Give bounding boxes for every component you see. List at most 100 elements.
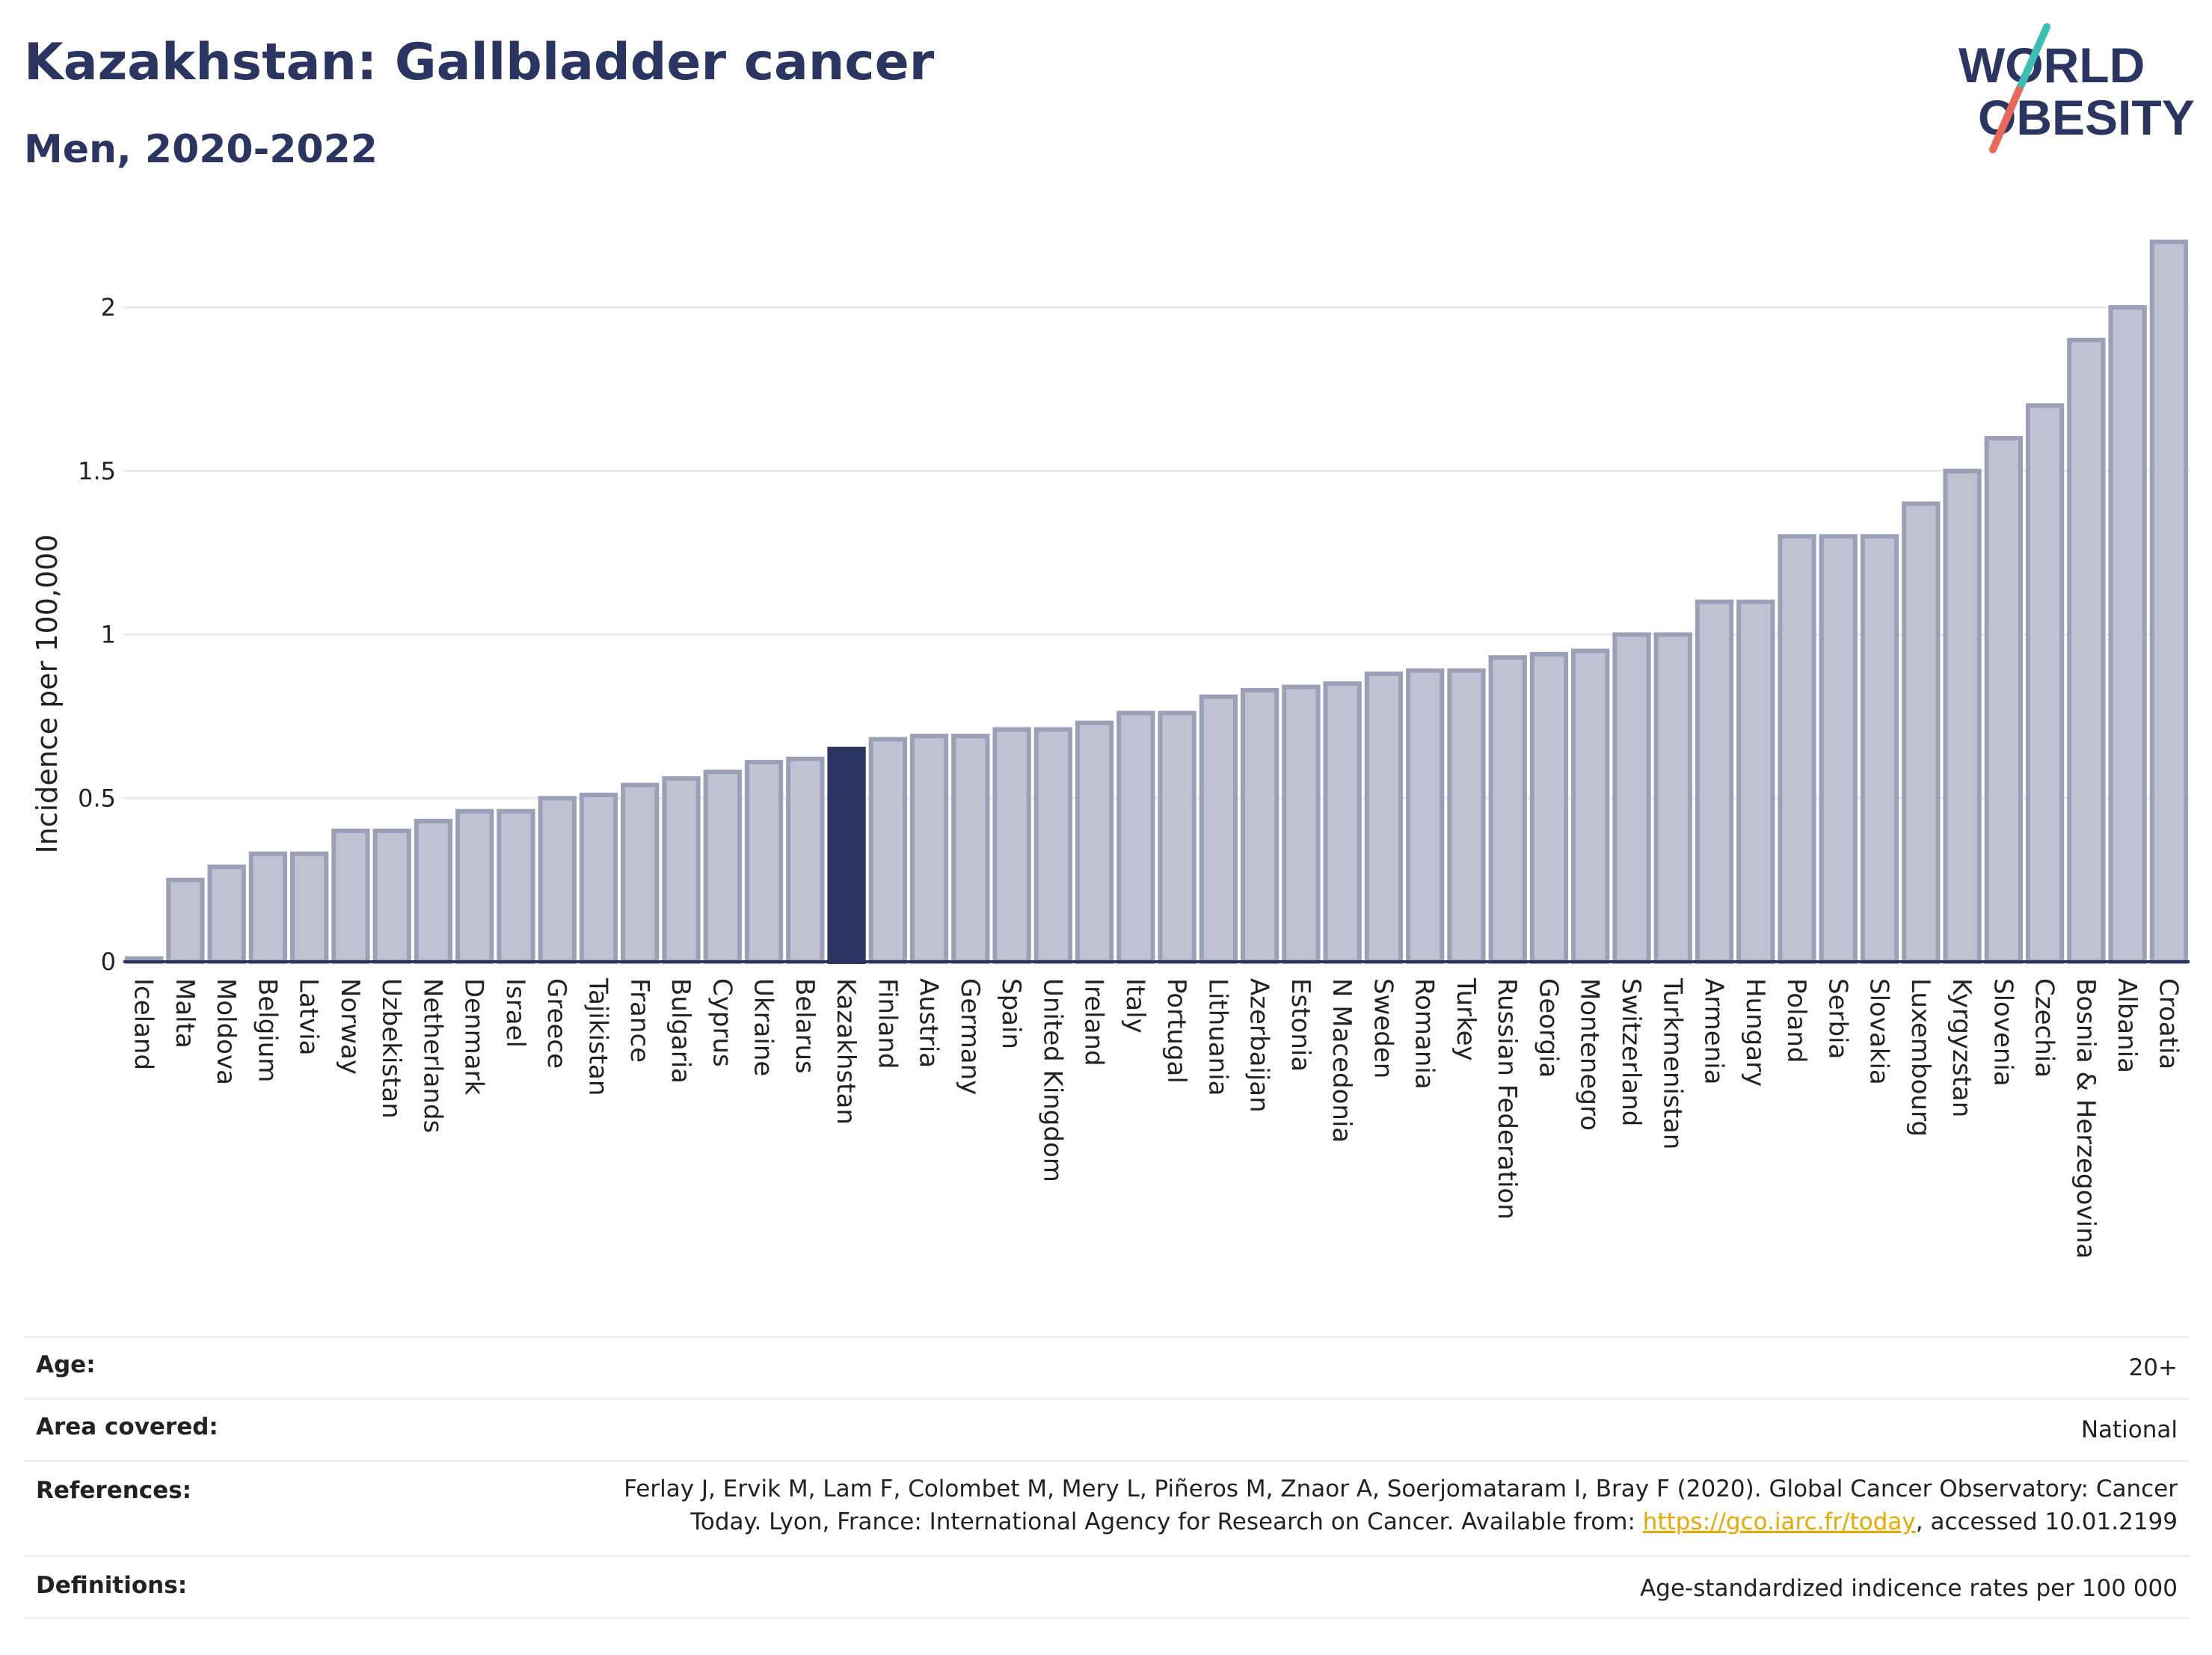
bar-malta (166, 877, 205, 964)
bar-georgia (1529, 651, 1569, 964)
bar-romania (1406, 668, 1445, 964)
x-tick-label: Portugal (1161, 978, 1191, 1084)
references-label: References: (36, 1477, 192, 1504)
x-tick-label: Serbia (1822, 978, 1852, 1059)
bar-serbia (1819, 534, 1858, 964)
bar-ukraine (744, 760, 784, 964)
x-tick-label: Uzbekistan (376, 978, 406, 1119)
bar-moldova (207, 865, 246, 964)
x-tick-label: Belarus (790, 978, 820, 1074)
bar-luxembourg (1902, 501, 1941, 964)
bar-germany (951, 734, 990, 964)
y-tick-label: 1 (101, 621, 116, 649)
x-tick-label: Lithuania (1202, 978, 1232, 1096)
definitions-label: Definitions: (36, 1572, 188, 1599)
bar-cyprus (703, 770, 742, 964)
bar-united-kingdom (1033, 727, 1073, 964)
y-tick-label: 1.5 (78, 457, 116, 485)
x-tick-label: Finland (872, 978, 902, 1069)
bar-uzbekistan (372, 829, 411, 964)
x-tick-label: Kyrgyzstan (1947, 978, 1976, 1117)
x-tick-label: Hungary (1740, 978, 1770, 1087)
bar-israel (497, 808, 535, 964)
info-row-references: References: Ferlay J, Ervik M, Lam F, Co… (24, 1460, 2190, 1555)
area-value: National (2080, 1416, 2178, 1443)
references-line1: Ferlay J, Ervik M, Lam F, Colombet M, Me… (624, 1476, 2178, 1502)
chart-subtitle: Men, 2020-2022 (24, 127, 378, 172)
x-tick-label: Albania (2112, 978, 2142, 1073)
info-row-area: Area covered: National (24, 1398, 2190, 1460)
logo-slash-red-icon (1989, 86, 2023, 153)
x-tick-label: Luxembourg (1905, 978, 1935, 1137)
x-tick-label: Turkey (1451, 977, 1481, 1061)
definitions-value: Age-standardized indicence rates per 100… (1640, 1575, 2178, 1602)
x-tick-label: France (624, 978, 654, 1063)
bar-chart: 0 0.5 1 1.5 2 Iceland Malta Moldova Belgium Latv… (31, 239, 2190, 1259)
x-tick-label: Kazakhstan (831, 978, 861, 1125)
bar-armenia (1695, 599, 1734, 964)
x-tick-label: Greece (541, 978, 571, 1069)
bar-portugal (1158, 710, 1196, 964)
bar-czechia (2025, 403, 2065, 964)
bar-slovenia (1984, 436, 2023, 964)
x-tick-label: Ukraine (749, 978, 778, 1076)
x-axis-labels: Iceland Malta Moldova Belgium Latvia Norway Uz… (129, 977, 2184, 1259)
x-tick-label: Bosnia & Herzegovina (2071, 978, 2101, 1259)
x-tick-label: Bulgaria (666, 978, 695, 1084)
bars (124, 239, 2189, 964)
x-tick-label: Azerbaijan (1244, 978, 1274, 1113)
bar-kyrgyzstan (1943, 468, 1982, 964)
x-tick-label: Armenia (1699, 978, 1729, 1085)
bar-azerbaijan (1240, 687, 1279, 964)
bar-lithuania (1199, 694, 1238, 964)
area-label: Area covered: (36, 1413, 218, 1440)
x-tick-label: United Kingdom (1037, 978, 1067, 1182)
references-link[interactable]: https://gco.iarc.fr/today (1642, 1508, 1916, 1535)
x-tick-label: Belgium (252, 978, 282, 1082)
bar-austria (909, 734, 949, 964)
info-table: Age: 20+ Area covered: National Referenc… (24, 1336, 2190, 1619)
references-line2: Today. Lyon, France: International Agenc… (690, 1508, 2178, 1535)
info-row-age: Age: 20+ (24, 1336, 2190, 1398)
age-value: 20+ (2128, 1354, 2178, 1381)
x-tick-label: Romania (1410, 978, 1440, 1090)
x-tick-label: Czechia (2030, 978, 2059, 1078)
x-tick-label: Cyprus (707, 978, 737, 1067)
x-tick-label: Poland (1781, 978, 1811, 1063)
bar-netherlands (414, 818, 453, 964)
bar-france (621, 782, 660, 964)
bar-sweden (1364, 672, 1404, 964)
bar-norway (331, 829, 370, 964)
y-axis-title: Incidence per 100,000 (31, 534, 64, 853)
x-tick-label: Tajikistan (583, 977, 612, 1096)
y-tick-label: 2 (101, 293, 116, 322)
chart-title: Kazakhstan: Gallbladder cancer (24, 33, 935, 92)
bar-greece (538, 796, 577, 964)
bar-bosnia-herzegovina (2067, 337, 2106, 964)
bar-n-macedonia (1323, 681, 1362, 964)
x-tick-label: Spain (996, 978, 1026, 1049)
x-tick-label: Iceland (129, 978, 159, 1070)
world-obesity-logo: WORLD OBESITY (1958, 23, 2195, 153)
x-tick-label: Russian Federation (1492, 978, 1522, 1220)
bar-tajikistan (579, 792, 618, 964)
bar-denmark (455, 808, 494, 964)
x-tick-label: Croatia (2153, 978, 2183, 1069)
bar-switzerland (1612, 632, 1651, 964)
x-tick-label: N Macedonia (1327, 978, 1357, 1143)
x-tick-label: Germany (955, 978, 985, 1095)
y-tick-label: 0.5 (78, 784, 116, 812)
bar-turkey (1447, 668, 1486, 964)
x-tick-label: Netherlands (417, 978, 447, 1133)
x-tick-label: Malta (170, 978, 200, 1048)
y-axis-ticks: 0 0.5 1 1.5 2 (78, 293, 116, 976)
bar-poland (1778, 534, 1816, 964)
bar-finland (868, 737, 907, 964)
bar-belarus (786, 756, 825, 964)
x-tick-label: Slovenia (1988, 978, 2018, 1087)
bar-albania (2108, 305, 2147, 964)
x-tick-label: Montenegro (1575, 978, 1605, 1131)
x-tick-label: Estonia (1285, 978, 1315, 1072)
x-tick-label: Denmark (459, 978, 489, 1096)
age-label: Age: (36, 1351, 96, 1378)
